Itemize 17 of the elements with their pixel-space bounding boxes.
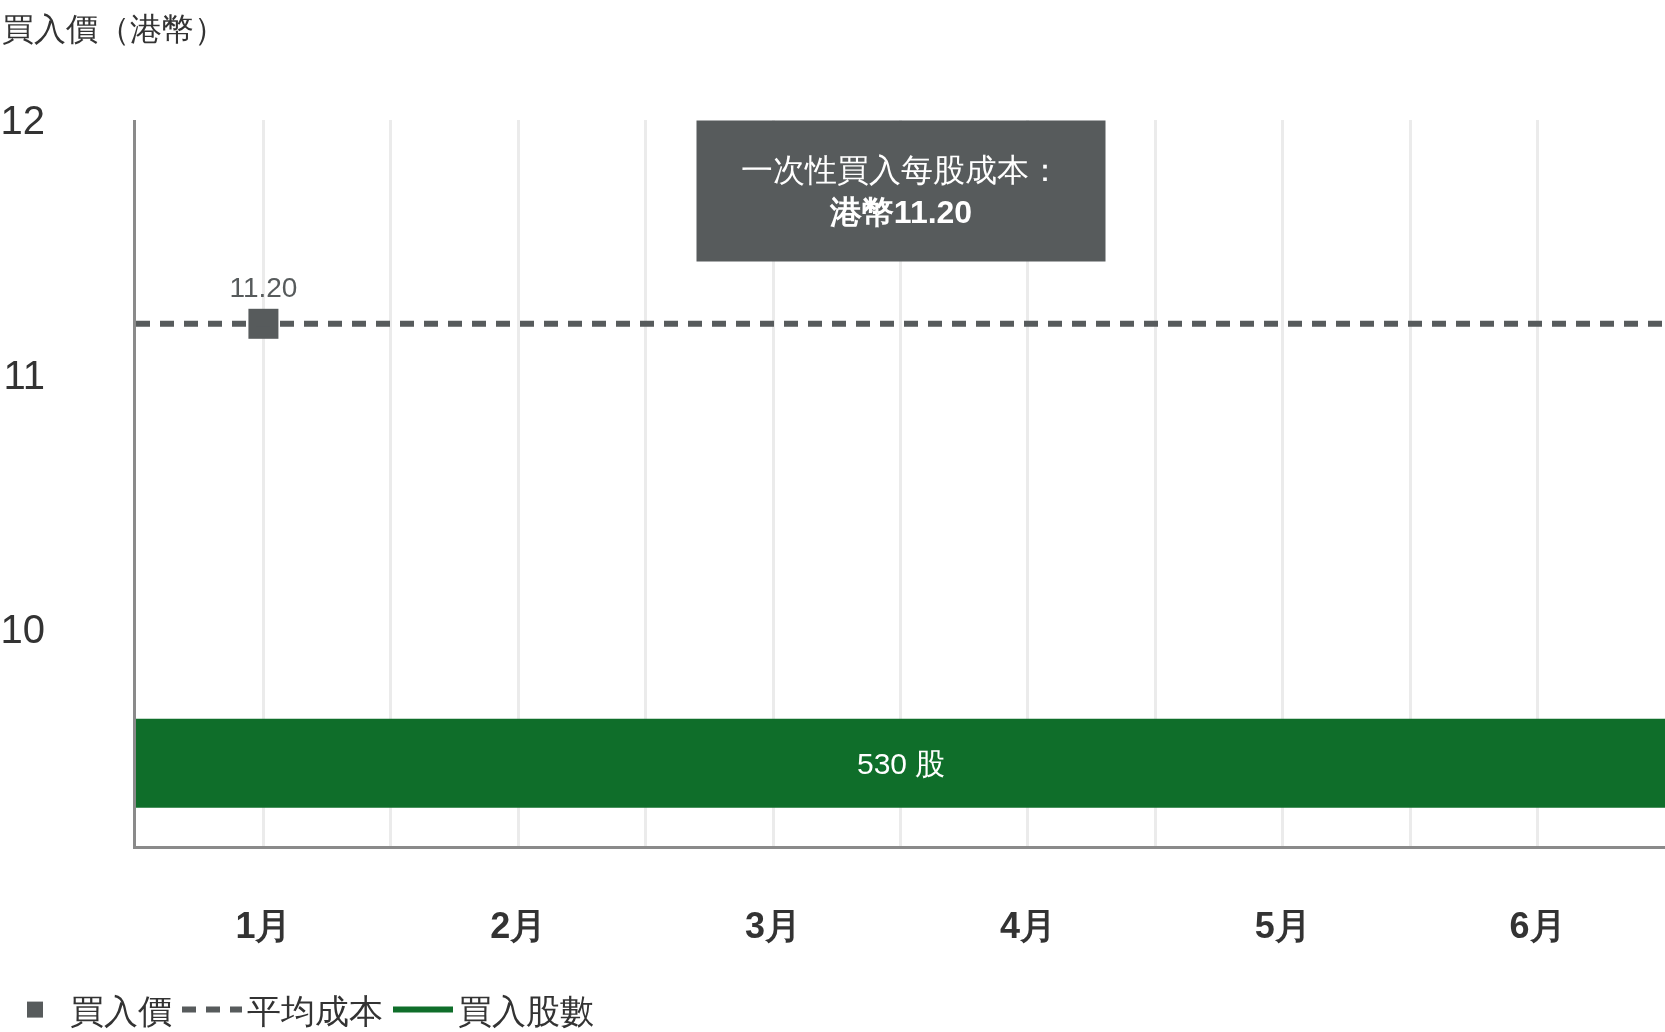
x-tick-label: 2月: [490, 905, 547, 947]
y-tick-label: 10: [0, 607, 45, 652]
x-tick-label: 6月: [1509, 905, 1566, 947]
annotation: 530 股: [857, 747, 946, 780]
x-tick-label: 1月: [235, 905, 292, 947]
annotation: 一次性買入每股成本：: [741, 152, 1061, 189]
y-axis-title: 買入價（港幣）: [2, 11, 226, 47]
x-tick-label: 3月: [745, 905, 802, 947]
y-tick-label: 11: [3, 352, 45, 397]
annotation: 港幣11.20: [828, 193, 973, 230]
legend-label: 買入價: [70, 991, 172, 1030]
x-tick-label: 4月: [999, 905, 1056, 947]
y-tick-label: 12: [0, 98, 45, 142]
legend-label: 買入股數: [458, 991, 594, 1030]
data-label: 11.20: [229, 272, 298, 304]
x-tick-label: 5月: [1254, 905, 1311, 947]
legend-label: 平均成本: [247, 991, 383, 1030]
